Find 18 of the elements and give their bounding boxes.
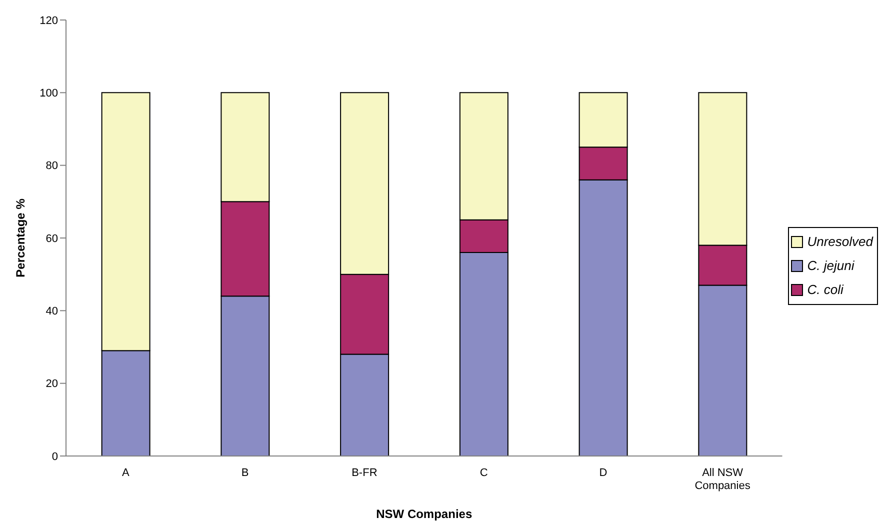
legend-label: C. coli (807, 281, 844, 299)
x-tick-label: All NSW Companies (694, 467, 751, 492)
y-axis-title: Percentage % (13, 198, 28, 278)
x-tick-label: A (122, 467, 130, 479)
y-tick-label: 120 (40, 14, 58, 27)
y-tick-label: 40 (46, 306, 58, 318)
legend-label: C. jejuni (807, 257, 854, 275)
y-tick-label: 80 (46, 160, 58, 172)
legend-label: Unresolved (807, 233, 873, 251)
x-tick-label: C (480, 467, 488, 479)
y-tick-label: 60 (46, 232, 58, 245)
y-tick-label: 20 (46, 378, 58, 390)
x-axis-title: NSW Companies (376, 507, 472, 521)
y-tick-label: 100 (40, 88, 58, 100)
y-tick-label: 0 (52, 450, 58, 463)
x-tick-label: D (599, 467, 608, 479)
x-tick-label: B (241, 467, 249, 479)
x-tick-label: B-FR (352, 467, 378, 479)
